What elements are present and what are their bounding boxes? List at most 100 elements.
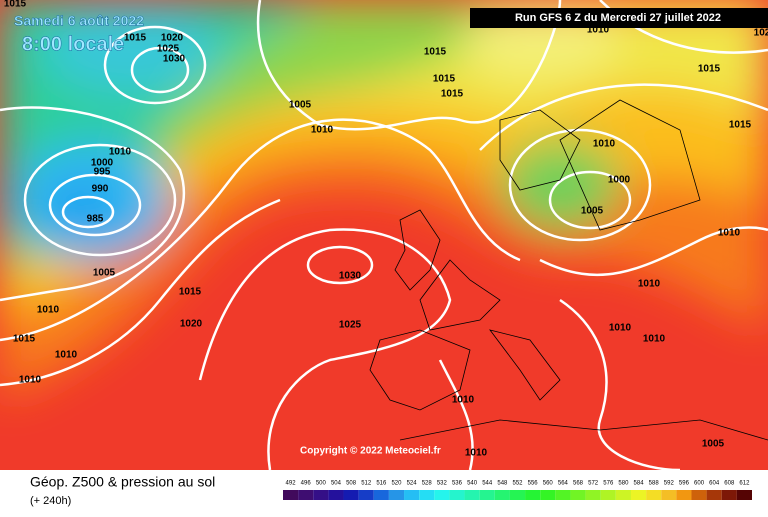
scale-swatch (525, 490, 541, 500)
isobar-label: 1015 (441, 89, 464, 100)
isobar-label: 1005 (581, 206, 604, 217)
scale-label: 508 (346, 481, 357, 487)
scale-label: 612 (739, 481, 750, 487)
isobar-label: 1020 (180, 319, 203, 330)
scale-swatch (479, 490, 495, 500)
run-box (470, 8, 768, 28)
scale-swatch (404, 490, 420, 500)
scale-swatch (691, 490, 707, 500)
scale-label: 576 (603, 481, 614, 487)
isobar-label: 1010 (109, 147, 132, 158)
scale-label: 532 (437, 481, 448, 487)
scale-label: 516 (376, 481, 387, 487)
isobar-label: 1010 (718, 228, 741, 239)
scale-swatch (494, 490, 510, 500)
scale-swatch (343, 490, 359, 500)
scale-swatch (661, 490, 677, 500)
footer-title: Géop. Z500 & pression au sol (30, 474, 215, 490)
isobar-label: 1010 (37, 305, 60, 316)
isobar-label: 1010 (638, 279, 661, 290)
isobar-label: 1010 (643, 334, 666, 345)
isobar-label: 1000 (91, 158, 114, 169)
scale-label: 608 (724, 481, 735, 487)
scale-label: 528 (422, 481, 433, 487)
scale-swatch (298, 490, 314, 500)
isobar-label: 1010 (465, 448, 488, 459)
isobar-label: 1015 (4, 0, 27, 10)
isobar-label: 1015 (729, 120, 752, 131)
scale-label: 496 (301, 481, 312, 487)
isobar-label: 1020 (161, 33, 184, 44)
isobar-label: 1015 (433, 74, 456, 85)
isobar-label: 1010 (19, 375, 42, 386)
scale-swatch (736, 490, 752, 500)
scale-label: 584 (634, 481, 645, 487)
scale-label: 548 (497, 481, 508, 487)
copyright: Copyright © 2022 Meteociel.fr (300, 446, 441, 457)
isobar-label: 1015 (13, 334, 36, 345)
isobars (0, 0, 768, 470)
scale-label: 572 (588, 481, 599, 487)
scale-label: 596 (679, 481, 690, 487)
scale-label: 552 (512, 481, 523, 487)
scale-swatch (540, 490, 556, 500)
isobar-label: 985 (87, 214, 104, 225)
isobar-label: 995 (94, 167, 111, 178)
run-info: Run GFS 6 Z du Mercredi 27 juillet 2022 (515, 12, 721, 24)
scale-swatch (585, 490, 601, 500)
scale-swatch (509, 490, 526, 500)
isobar-label: 1000 (608, 175, 631, 186)
lead-time: (+ 240h) (30, 495, 71, 507)
isobar-label: 1010 (587, 25, 610, 36)
isobar-label: 1005 (93, 268, 116, 279)
coastlines (369, 99, 768, 441)
scale-label: 544 (482, 481, 493, 487)
scale-swatch (328, 490, 344, 500)
scale-label: 568 (573, 481, 584, 487)
scale-swatch (388, 490, 405, 500)
scale-swatch (358, 490, 374, 500)
scale-swatch (419, 490, 435, 500)
scale-swatch (676, 490, 692, 500)
scale-swatch (449, 490, 465, 500)
scale-swatch (555, 490, 571, 500)
scale-label: 588 (649, 481, 660, 487)
isobar-label: 1015 (124, 33, 147, 44)
scale-label: 600 (694, 481, 705, 487)
scale-swatch (570, 490, 586, 500)
scale-swatch (600, 490, 616, 500)
scale-label: 580 (618, 481, 629, 487)
isobar-label: 1005 (702, 439, 725, 450)
map-field (0, 0, 768, 470)
scale-label: 504 (331, 481, 342, 487)
isobar-label: 1025 (339, 320, 362, 331)
isobar-label: 1010 (311, 125, 334, 136)
isobar-label: 1010 (609, 323, 632, 334)
scale-label: 556 (528, 481, 539, 487)
scale-swatch (464, 490, 480, 500)
scale-label: 524 (407, 481, 418, 487)
scale-swatch (630, 490, 647, 500)
scale-swatch (434, 490, 450, 500)
scale-swatch (646, 490, 662, 500)
isobar-label: 1025 (157, 44, 180, 55)
scale-swatch (373, 490, 389, 500)
scale-swatch (706, 490, 722, 500)
scale-label: 564 (558, 481, 569, 487)
scale-label: 592 (664, 481, 675, 487)
scale-label: 512 (361, 481, 372, 487)
scale-label: 560 (543, 481, 554, 487)
scale-label: 492 (286, 481, 297, 487)
isobar-label: 1030 (339, 271, 362, 282)
isobar-label: 1010 (55, 350, 78, 361)
scale-label: 540 (467, 481, 478, 487)
isobar-label: 1015 (698, 64, 721, 75)
scale-label: 520 (391, 481, 402, 487)
isobar-label: 1010 (593, 139, 616, 150)
scale-label: 500 (316, 481, 327, 487)
scale-swatch (615, 490, 631, 500)
isobar-label: 1015 (179, 287, 202, 298)
isobar-label: 102 (754, 28, 768, 39)
isobar-label: 1015 (424, 47, 447, 58)
